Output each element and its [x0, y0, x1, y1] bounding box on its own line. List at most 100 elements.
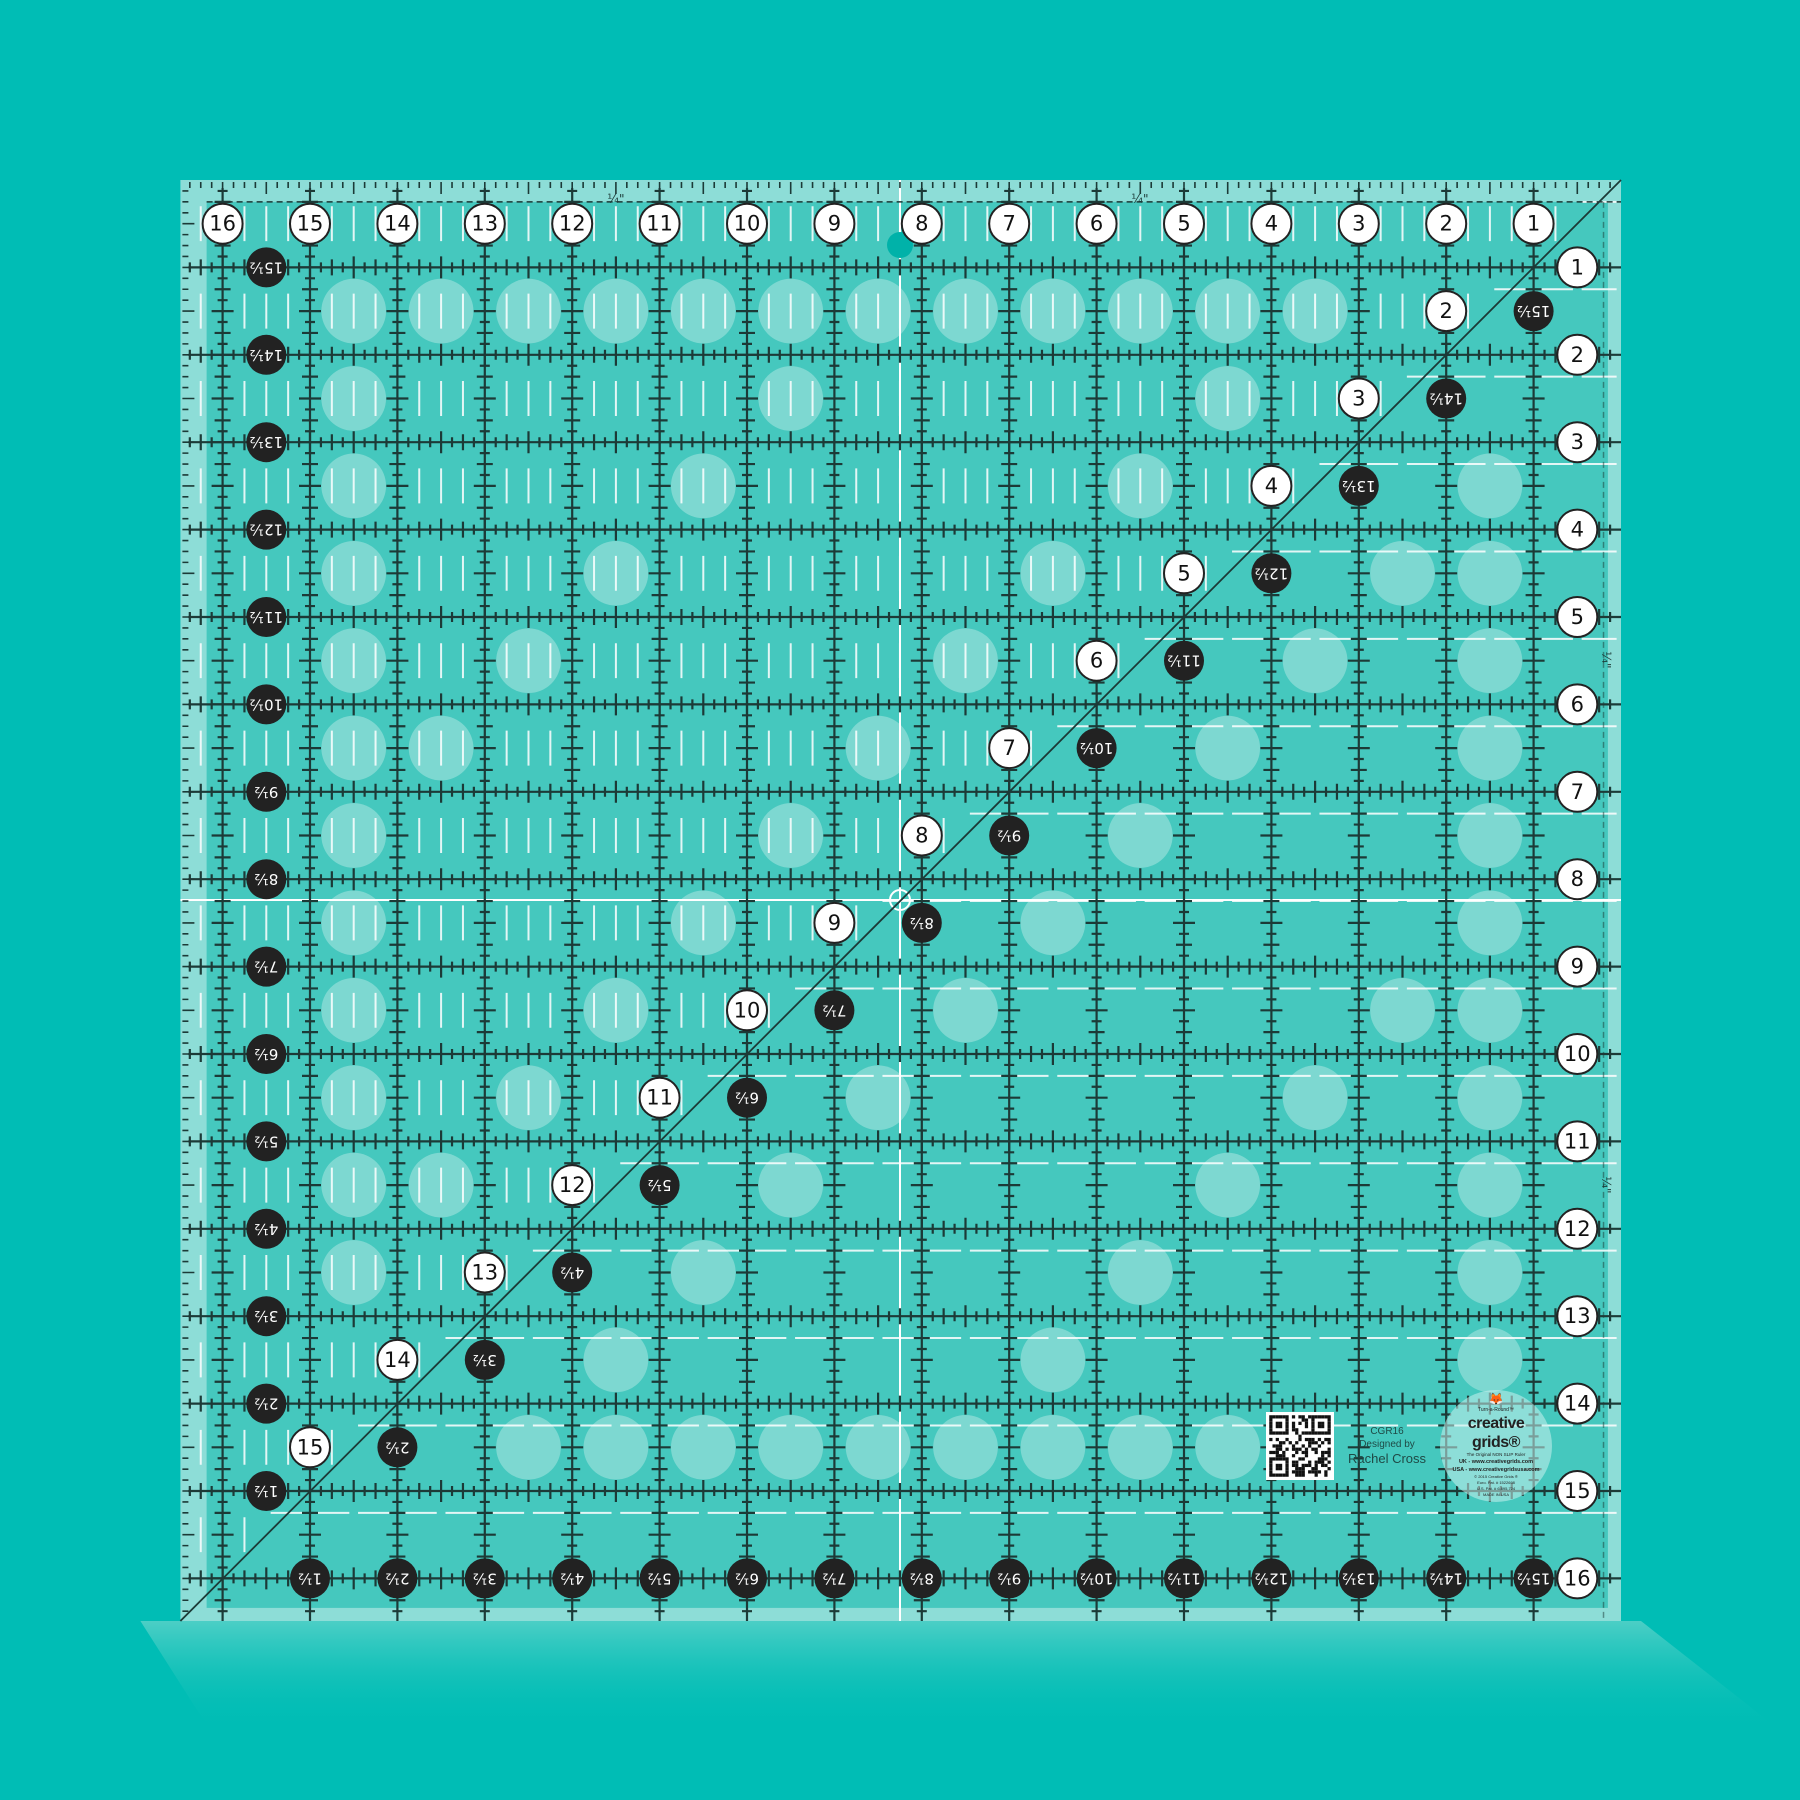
- top-inch-label: 6: [1075, 202, 1118, 245]
- grip-dot: [496, 1414, 561, 1480]
- qr-module: [1317, 1460, 1322, 1464]
- qr-module: [1327, 1437, 1331, 1442]
- diagonal-half-inch-label-circle: [1251, 553, 1292, 594]
- grid-line-vertical: [473, 188, 496, 1621]
- grip-dot: [1457, 628, 1523, 694]
- top-inch-label-text: 15: [297, 212, 324, 236]
- left-half-inch-label-text: 15½: [249, 258, 283, 276]
- grip-dot: [1457, 453, 1523, 519]
- qr-module: [1311, 1418, 1315, 1422]
- model-number: CGR16: [1370, 1426, 1404, 1437]
- qr-module: [1308, 1415, 1312, 1419]
- qr-module: [1278, 1431, 1283, 1435]
- grip-dot: [1107, 1414, 1173, 1480]
- qr-module: [1314, 1460, 1318, 1464]
- bottom-half-inch-label-text: 1½: [298, 1569, 322, 1587]
- diagonal-half-inch-label: 7½: [814, 990, 855, 1031]
- qr-module: [1324, 1415, 1328, 1419]
- qr-module: [1301, 1444, 1305, 1448]
- qr-module: [1308, 1444, 1312, 1448]
- grip-dot: [1195, 1152, 1261, 1218]
- left-half-inch-label-circle: [246, 1121, 287, 1162]
- left-half-inch-label-circle: [246, 684, 287, 725]
- logo-usa-url: USA - www.creativegridsusa.com: [1452, 1467, 1540, 1473]
- right-inch-label-circle: [1556, 1207, 1599, 1250]
- qr-module: [1282, 1415, 1286, 1419]
- top-inch-label-text: 4: [1265, 212, 1278, 236]
- qr-module: [1308, 1441, 1312, 1445]
- qr-module: [1278, 1447, 1283, 1451]
- top-inch-label-text: 16: [209, 212, 236, 236]
- top-inch-label: 15: [289, 202, 331, 245]
- qr-module: [1291, 1463, 1296, 1468]
- bottom-half-inch-label-text: 10½: [1080, 1569, 1114, 1587]
- right-inch-label: 2: [1556, 333, 1599, 376]
- diagonal-half-inch-label-text: 8½: [910, 914, 934, 932]
- top-inch-label: 1: [1512, 202, 1555, 245]
- diagonal-half-inch-label: 2½: [377, 1427, 418, 1468]
- bottom-half-inch-label: 14½: [1426, 1558, 1467, 1599]
- qr-module: [1295, 1450, 1299, 1455]
- grip-dot: [758, 1414, 824, 1480]
- left-half-inch-label: 7½: [246, 946, 287, 987]
- right-inch-label: 14: [1556, 1382, 1599, 1425]
- qr-module: [1321, 1463, 1325, 1468]
- qr-module: [1295, 1473, 1299, 1477]
- top-inch-label: 14: [376, 202, 419, 245]
- diagonal-inch-label-circle: [551, 1164, 594, 1207]
- qr-module: [1317, 1421, 1322, 1425]
- qr-module: [1295, 1431, 1299, 1435]
- qr-module: [1291, 1415, 1296, 1419]
- grip-dot: [933, 977, 998, 1043]
- bottom-half-inch-label-circle: [464, 1558, 505, 1599]
- qr-module: [1304, 1418, 1309, 1422]
- diagonal-inch-label: 11: [638, 1076, 681, 1119]
- qr-module: [1269, 1418, 1273, 1422]
- top-inch-label: 8: [900, 202, 943, 245]
- qr-module: [1275, 1444, 1279, 1448]
- bottom-half-inch-label: 10½: [1076, 1558, 1117, 1599]
- bottom-half-inch-label-text: 4½: [560, 1569, 584, 1587]
- qr-module: [1308, 1437, 1312, 1442]
- top-inch-label-text: 11: [646, 212, 673, 236]
- bottom-half-inch-label: 4½: [552, 1558, 593, 1599]
- diagonal-half-inch-label-circle: [727, 1077, 767, 1118]
- right-inch-label-text: 15: [1564, 1479, 1591, 1503]
- left-half-inch-label-text: 12½: [249, 521, 283, 539]
- grip-dot: [1457, 1240, 1523, 1305]
- diagonal-inch-label: 12: [551, 1164, 594, 1207]
- left-half-inch-label: 5½: [246, 1121, 287, 1162]
- ruler-body: [206, 201, 1608, 1608]
- qr-module: [1291, 1460, 1296, 1464]
- qr-module: [1269, 1457, 1273, 1461]
- qr-module: [1311, 1470, 1315, 1474]
- qr-module: [1304, 1421, 1309, 1425]
- top-inch-label-circle: [726, 202, 768, 245]
- grip-dot: [1195, 1414, 1261, 1480]
- top-inch-label: 10: [726, 202, 768, 245]
- qr-module: [1301, 1473, 1305, 1477]
- diagonal-half-inch-label-circle: [1076, 728, 1117, 769]
- qr-module: [1317, 1437, 1322, 1442]
- diagonal-half-inch-label-circle: [552, 1252, 593, 1293]
- right-inch-label-circle: [1556, 1470, 1599, 1512]
- fox-icon: 🦊: [1488, 1392, 1504, 1406]
- diagonal-inch-label-text: 4: [1265, 474, 1278, 498]
- diagonal-inch-label-circle: [1337, 377, 1380, 420]
- right-inch-label: 10: [1556, 1033, 1599, 1075]
- top-inch-label: 7: [988, 202, 1031, 245]
- grid-line-horizontal: [188, 1217, 1621, 1240]
- qr-module: [1314, 1441, 1318, 1445]
- bottom-half-inch-label-circle: [639, 1558, 680, 1599]
- top-inch-label-circle: [1337, 202, 1380, 245]
- diagonal-inch-label: 15: [289, 1426, 331, 1469]
- qr-module: [1275, 1457, 1279, 1461]
- qr-module: [1311, 1421, 1315, 1425]
- qr-module: [1324, 1470, 1328, 1474]
- qr-module: [1275, 1424, 1279, 1429]
- diagonal-inch-label-circle: [988, 727, 1031, 770]
- qr-module: [1298, 1467, 1302, 1471]
- bottom-half-inch-label: 11½: [1164, 1558, 1204, 1599]
- top-inch-label-text: 2: [1440, 212, 1453, 236]
- qr-module: [1285, 1470, 1289, 1474]
